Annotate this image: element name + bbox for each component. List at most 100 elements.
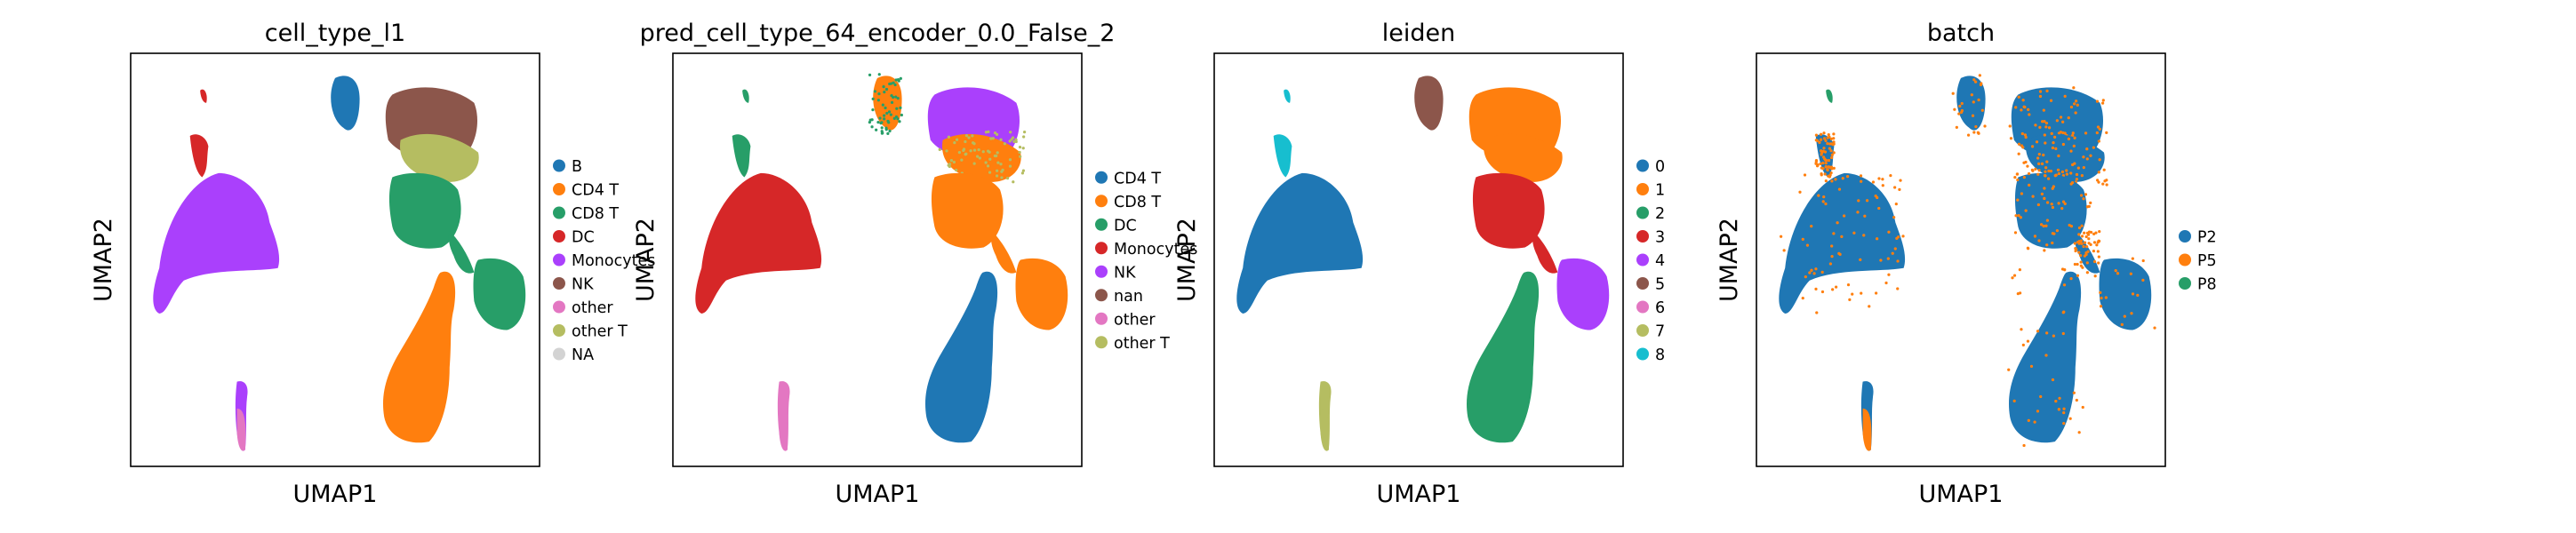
- cluster-mono: [695, 172, 822, 314]
- legend-label: NA: [572, 346, 594, 364]
- legend-marker: [1095, 265, 1108, 278]
- legend-marker: [1095, 218, 1108, 231]
- cluster-cd8tail: [1532, 230, 1558, 274]
- cluster-bTop: [331, 76, 360, 131]
- cluster-otherT: [1484, 133, 1563, 182]
- panel-title: batch: [1927, 20, 1995, 47]
- cluster-cd4: [925, 271, 998, 443]
- legend-label: P8: [2197, 276, 2217, 294]
- cluster-bTop: [1414, 76, 1444, 131]
- legend-marker: [1636, 183, 1649, 195]
- cluster-cd4: [2009, 271, 2082, 443]
- legend-marker: [1095, 171, 1108, 184]
- speckle-cd4: [2007, 267, 2084, 448]
- legend-label: P2: [2197, 229, 2217, 247]
- cluster-right: [473, 258, 526, 330]
- cluster-right: [1556, 258, 1610, 330]
- legend-marker: [1636, 300, 1649, 314]
- legend-marker: [553, 277, 565, 290]
- legend-label: 4: [1655, 252, 1665, 270]
- speckle-dc: [1814, 131, 1836, 179]
- legend-label: other: [1114, 311, 1156, 329]
- speckle-cd8tail: [2073, 229, 2101, 278]
- axes-frame: [672, 52, 1083, 467]
- legend-marker: [553, 347, 565, 361]
- panel-4: batch UMAP1 UMAP2 P2 P5 P8: [1716, 20, 2217, 508]
- legend-marker: [1636, 347, 1649, 361]
- legend-marker: [1095, 312, 1108, 325]
- legend-marker: [553, 230, 565, 243]
- legend-marker: [1636, 324, 1649, 337]
- cluster-dc: [732, 134, 751, 178]
- cluster-bTop: [1956, 76, 1986, 131]
- legend-label: 0: [1655, 158, 1665, 176]
- axes-frame: [130, 52, 540, 467]
- legend-marker: [553, 324, 565, 337]
- legend-marker: [1636, 277, 1649, 290]
- legend-label: CD4 T: [1114, 170, 1161, 187]
- x-axis-label: UMAP1: [836, 481, 920, 508]
- cluster-otherT: [400, 133, 479, 182]
- x-axis-label: UMAP1: [293, 481, 378, 508]
- legend-marker: [2179, 230, 2191, 243]
- cluster-dcdot: [1284, 89, 1291, 103]
- cluster-cd8: [1472, 172, 1545, 249]
- cluster-dcdot: [1826, 89, 1833, 103]
- cluster-dcdot: [742, 89, 749, 103]
- y-axis-label: UMAP2: [90, 218, 117, 302]
- legend-marker: [553, 206, 565, 219]
- panel-title: pred_cell_type_64_encoder_0.0_False_2: [640, 20, 1116, 47]
- panel-1: cell_type_l1 UMAP1 UMAP2 B CD4 T CD8 T DC Monoc…: [90, 20, 655, 508]
- cluster-right: [2099, 258, 2152, 330]
- cluster-otherT: [2026, 133, 2105, 182]
- scatter-points: [1779, 74, 2156, 451]
- legend-marker: [1636, 253, 1649, 266]
- speckle-bTop: [868, 73, 903, 135]
- cluster-cd8: [931, 172, 1004, 249]
- legend-marker: [1095, 336, 1108, 349]
- axes-frame: [1756, 52, 2166, 467]
- x-axis-label: UMAP1: [1919, 481, 2004, 508]
- legend-marker: [2179, 277, 2191, 290]
- cluster-smallb: [1320, 408, 1330, 451]
- legend-label: CD8 T: [1114, 194, 1161, 211]
- legend: CD4 T CD8 T DC Monocytes NK nan other other T: [1095, 170, 1197, 353]
- cluster-dcdot: [200, 89, 207, 103]
- cluster-mono: [153, 172, 280, 314]
- legend: B CD4 T CD8 T DC Monocytes NK other other T NA: [553, 158, 655, 364]
- cluster-bTop: [873, 76, 902, 131]
- cluster-smallb: [779, 408, 788, 451]
- legend-label: DC: [572, 229, 595, 247]
- cluster-dc: [189, 134, 209, 178]
- legend-marker: [1636, 206, 1649, 219]
- legend-label: 5: [1655, 276, 1665, 294]
- cluster-right: [1015, 258, 1068, 330]
- y-axis-label: UMAP2: [632, 218, 660, 302]
- cluster-cd8: [388, 172, 461, 249]
- legend-label: 6: [1655, 299, 1665, 317]
- legend: 0 1 2 3 4 5 6 7 8: [1636, 158, 1665, 364]
- legend: P2 P5 P8: [2179, 229, 2217, 294]
- legend-label: P5: [2197, 252, 2217, 270]
- legend-label: DC: [1114, 217, 1137, 235]
- scatter-points: [695, 73, 1068, 451]
- legend-label: NK: [1114, 264, 1136, 282]
- legend-marker: [1095, 242, 1108, 255]
- x-axis-label: UMAP1: [1377, 481, 1461, 508]
- cluster-cd4: [1467, 271, 1540, 443]
- legend-label: 7: [1655, 323, 1665, 341]
- speckle-otherT: [2021, 131, 2108, 187]
- legend-label: 3: [1655, 229, 1665, 247]
- axes-frame: [1213, 52, 1624, 467]
- panel-title: cell_type_l1: [265, 20, 405, 47]
- legend-marker: [2179, 253, 2191, 266]
- legend-label: other T: [1114, 335, 1170, 353]
- legend-marker: [553, 300, 565, 314]
- legend-label: other: [572, 299, 613, 317]
- legend-label: Monocytes: [572, 252, 655, 270]
- legend-label: NK: [572, 276, 594, 294]
- legend-marker: [553, 159, 565, 172]
- legend-marker: [1095, 289, 1108, 302]
- panel-3: leiden UMAP1 UMAP2 0 1 2 3 4 5 6 7 8: [1173, 20, 1665, 508]
